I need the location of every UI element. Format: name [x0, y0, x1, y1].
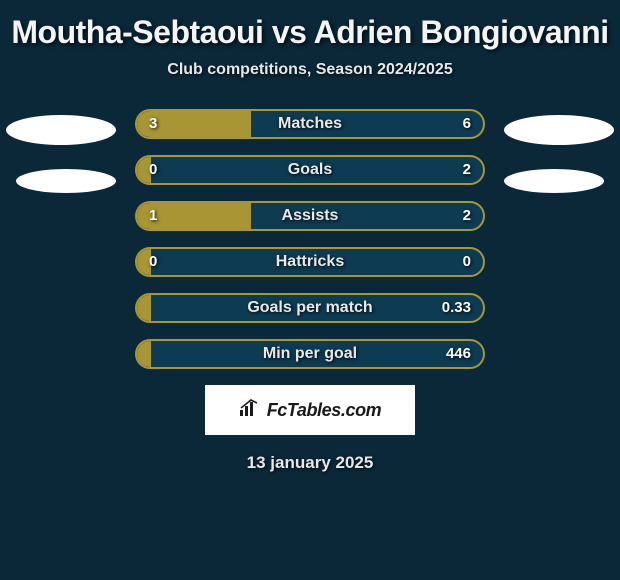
bar-fill — [137, 157, 151, 183]
team-logo-right-1 — [504, 115, 614, 145]
stats-area: 3 Matches 6 0 Goals 2 1 Assists 2 0 Hatt… — [0, 109, 620, 369]
chart-icon — [239, 399, 261, 422]
bar-row-goals-per-match: Goals per match 0.33 — [135, 293, 485, 323]
bar-fill — [137, 341, 151, 367]
bar-label: Goals — [137, 157, 483, 183]
bar-value-right: 2 — [463, 157, 471, 183]
bar-label: Goals per match — [137, 295, 483, 321]
bar-row-min-per-goal: Min per goal 446 — [135, 339, 485, 369]
bar-fill — [137, 203, 251, 229]
bar-value-right: 6 — [463, 111, 471, 137]
team-logo-left-1 — [6, 115, 116, 145]
brand-logo: FcTables.com — [205, 385, 415, 435]
brand-text: FcTables.com — [267, 400, 382, 421]
bar-value-right: 2 — [463, 203, 471, 229]
bar-row-matches: 3 Matches 6 — [135, 109, 485, 139]
bar-row-assists: 1 Assists 2 — [135, 201, 485, 231]
bar-value-right: 0.33 — [442, 295, 471, 321]
team-logo-left-2 — [16, 169, 116, 193]
bar-label: Hattricks — [137, 249, 483, 275]
bar-value-right: 446 — [446, 341, 471, 367]
comparison-bars: 3 Matches 6 0 Goals 2 1 Assists 2 0 Hatt… — [135, 109, 485, 369]
date: 13 january 2025 — [0, 453, 620, 473]
bar-value-right: 0 — [463, 249, 471, 275]
bar-fill — [137, 111, 251, 137]
bar-row-goals: 0 Goals 2 — [135, 155, 485, 185]
subtitle: Club competitions, Season 2024/2025 — [0, 61, 620, 79]
bar-fill — [137, 249, 151, 275]
bar-label: Min per goal — [137, 341, 483, 367]
bar-fill — [137, 295, 151, 321]
page-title: Moutha-Sebtaoui vs Adrien Bongiovanni — [0, 14, 620, 51]
team-logo-right-2 — [504, 169, 604, 193]
bar-row-hattricks: 0 Hattricks 0 — [135, 247, 485, 277]
